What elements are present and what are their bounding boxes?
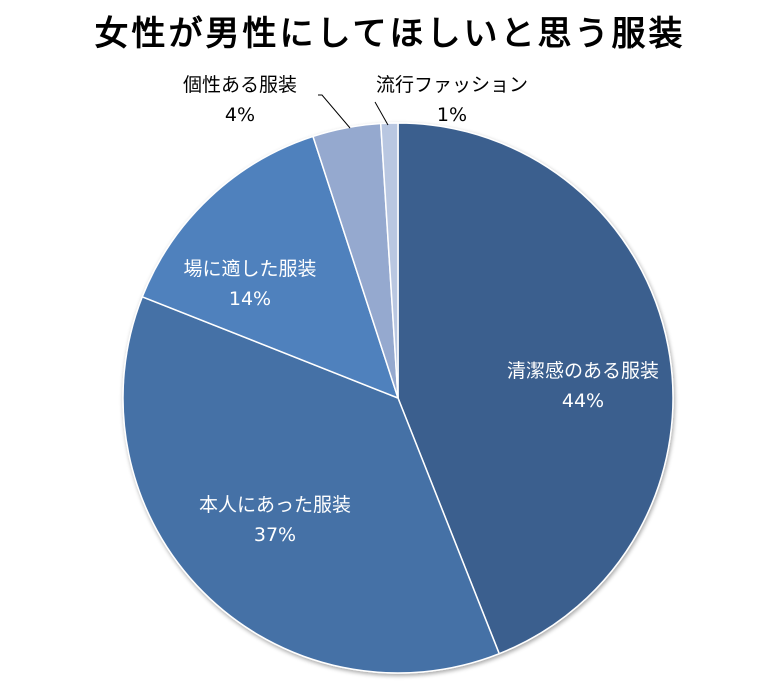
slice-seiketsu	[397, 122, 674, 655]
data-label-honnin: 本人にあった服装 37%	[198, 494, 351, 546]
data-label-ba: 場に適した服装 14%	[183, 258, 317, 310]
slice-ryuko	[379, 122, 399, 399]
leader-line-kosei	[318, 94, 351, 129]
leader-line-ryuko	[374, 101, 389, 126]
slice-honnin	[122, 295, 501, 674]
data-label-seiketsu: 清潔感のある服装 44%	[506, 360, 659, 412]
data-label-kosei: 個性ある服装 4%	[182, 74, 297, 126]
data-label-ryuko: 流行ファッション 1%	[375, 74, 528, 126]
chart-title: 女性が男性にしてほしいと思う服装	[94, 14, 686, 54]
